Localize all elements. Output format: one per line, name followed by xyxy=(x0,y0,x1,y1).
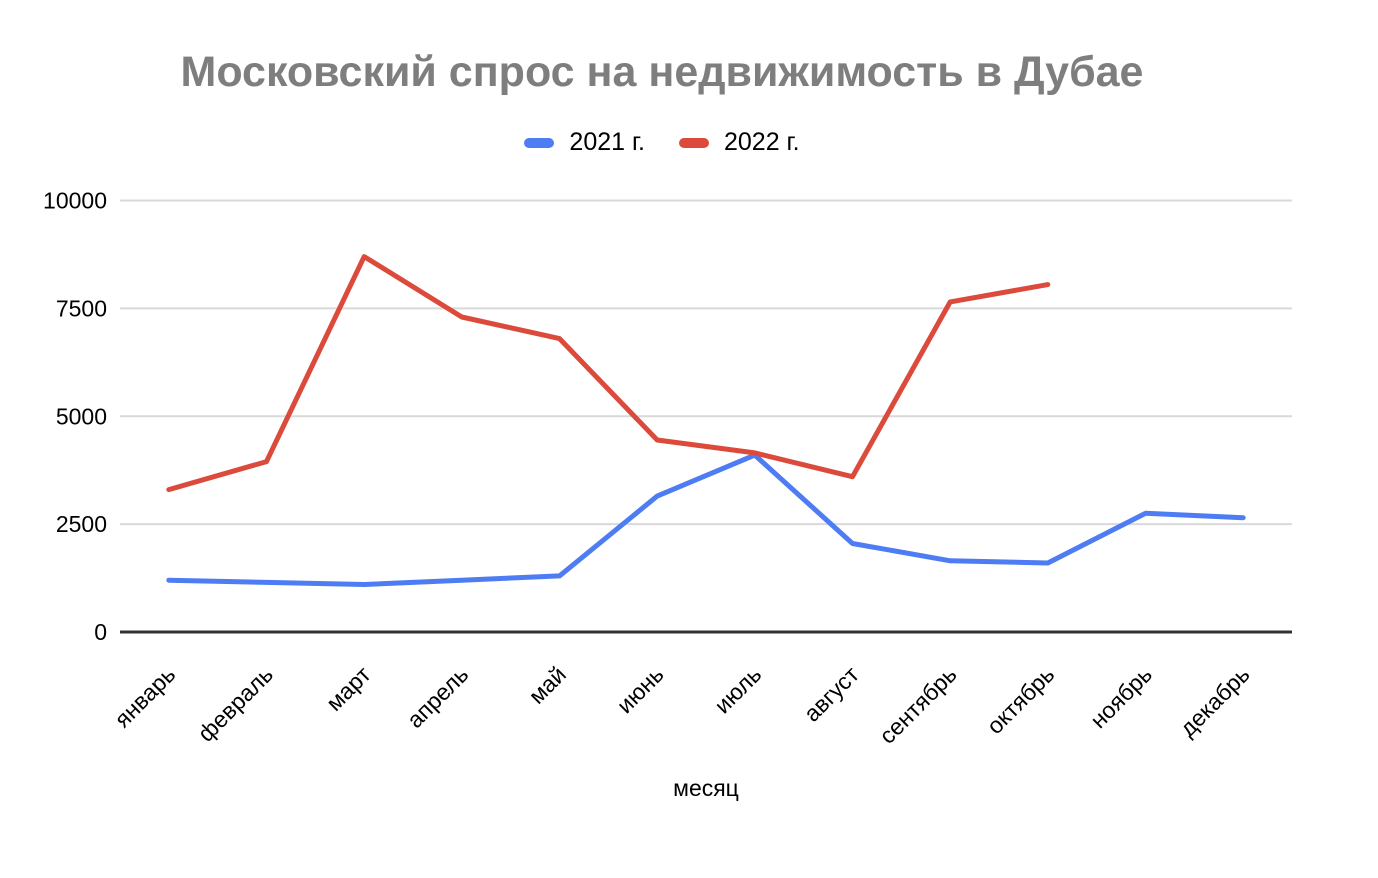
x-axis-title: месяц xyxy=(673,775,739,801)
legend-label-2022: 2022 г. xyxy=(724,128,800,156)
y-tick-label-10000: 10000 xyxy=(43,188,107,214)
series-line-2021[interactable] xyxy=(166,452,1246,587)
y-tick-label-7500: 7500 xyxy=(56,295,107,321)
x-tick-label-10: ноябрь xyxy=(1085,661,1157,733)
legend-swatch-2021-icon xyxy=(524,137,555,148)
y-tick-label-5000: 5000 xyxy=(56,403,107,429)
x-tick-label-1: февраль xyxy=(193,661,279,747)
y-tick-label-2500: 2500 xyxy=(56,511,107,537)
x-tick-label-0: январь xyxy=(109,661,180,732)
x-tick-label-8: сентябрь xyxy=(874,661,962,749)
x-tick-label-3: апрель xyxy=(402,661,474,733)
legend-label-2021: 2021 г. xyxy=(569,128,645,156)
y-tick-label-0: 0 xyxy=(94,619,107,645)
legend-item-2022[interactable]: 2022 г. xyxy=(679,130,800,155)
chart-title: Московский спрос на недвижимость в Дубае xyxy=(180,48,1144,96)
legend-item-2021[interactable]: 2021 г. xyxy=(524,130,645,155)
x-tick-label-9: октябрь xyxy=(982,661,1060,739)
chart-legend: 2021 г. 2022 г. xyxy=(0,130,1324,155)
series-line-2022[interactable] xyxy=(166,254,1051,493)
x-tick-label-11: декабрь xyxy=(1174,661,1254,741)
x-tick-label-4: май xyxy=(523,661,571,709)
x-tick-label-5: июнь xyxy=(612,661,669,718)
x-tick-label-6: июль xyxy=(709,661,766,718)
x-tick-label-2: март xyxy=(321,661,376,716)
legend-swatch-2022-icon xyxy=(679,137,709,148)
x-tick-label-7: август xyxy=(798,661,864,727)
